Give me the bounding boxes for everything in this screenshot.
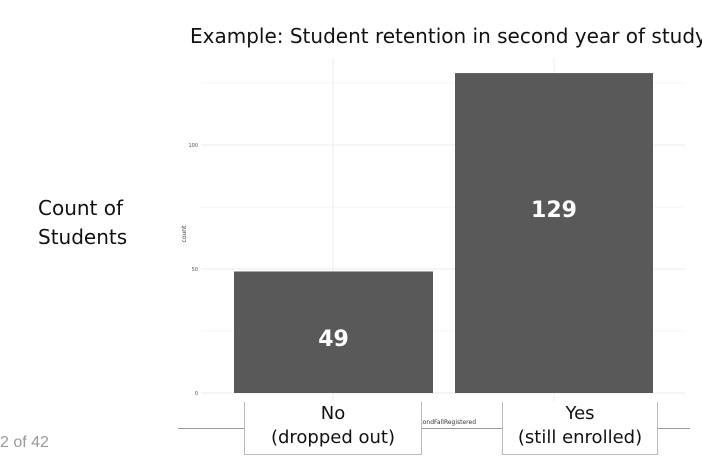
x-category-caption-yes: Yes (still enrolled) <box>502 402 658 455</box>
chart-bars: 49 129 <box>234 73 653 393</box>
chart-y-ticks: 0 50 100 <box>188 143 198 397</box>
x-caption-yes-line1: Yes <box>565 403 595 424</box>
x-caption-no-line2: (dropped out) <box>270 427 396 448</box>
y-axis-caption: Count of Students <box>38 194 127 252</box>
bar-yes <box>455 73 653 393</box>
x-category-caption-no: No (dropped out) <box>244 402 422 455</box>
y-axis-caption-line1: Count of <box>38 196 124 220</box>
y-axis-caption-line2: Students <box>38 225 128 249</box>
bar-no <box>234 271 433 393</box>
page-number: 2 of 42 <box>0 434 49 451</box>
baseline-rule <box>656 428 690 429</box>
x-caption-no-line1: No <box>320 403 346 424</box>
slide-title: Example: Student retention in second yea… <box>190 24 702 48</box>
y-tick-label: 0 <box>195 391 198 397</box>
y-tick-label: 100 <box>188 143 198 149</box>
x-caption-yes-line2: (still enrolled) <box>517 427 643 448</box>
chart-x-axis-label: SecondFallRegistered <box>412 419 476 426</box>
baseline-rule <box>420 428 502 429</box>
bar-value-label: 49 <box>318 327 349 352</box>
bar-value-label: 129 <box>531 198 577 223</box>
y-tick-label: 50 <box>192 267 198 273</box>
chart-y-axis-label: count <box>181 225 188 243</box>
baseline-rule <box>178 428 244 429</box>
